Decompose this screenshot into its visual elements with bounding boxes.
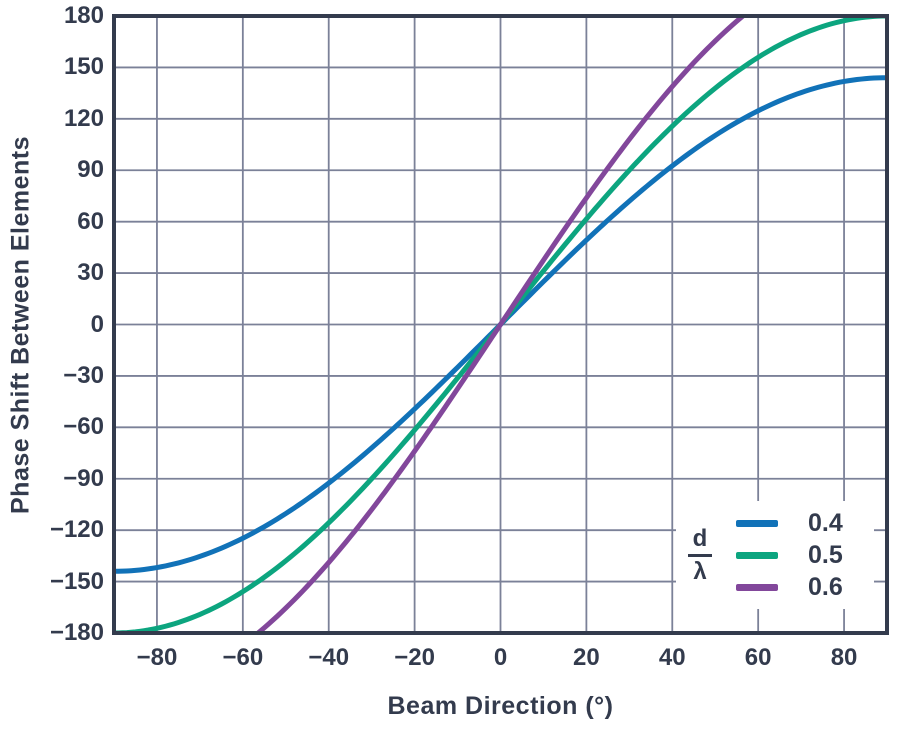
legend-item: 0.5 bbox=[736, 540, 843, 569]
y-tick-label: −180 bbox=[49, 619, 104, 646]
plot-frame bbox=[112, 14, 889, 635]
x-tick-label: −20 bbox=[394, 644, 435, 671]
y-tick-label: 0 bbox=[90, 310, 104, 338]
y-tick-label: −60 bbox=[63, 413, 104, 441]
legend-swatch-0.4 bbox=[736, 519, 778, 527]
plot-area bbox=[112, 14, 889, 635]
x-tick-label: 80 bbox=[830, 644, 858, 671]
legend-label: 0.5 bbox=[808, 540, 843, 569]
y-tick-label: 90 bbox=[77, 156, 104, 184]
legend-swatch-0.5 bbox=[736, 551, 778, 559]
x-tick-label: 20 bbox=[573, 644, 600, 671]
legend-fraction-denominator: λ bbox=[693, 557, 707, 585]
y-tick-label: 120 bbox=[63, 104, 104, 132]
y-tick-label: −90 bbox=[63, 464, 104, 492]
y-tick-label: 180 bbox=[63, 2, 104, 29]
x-tick-label: −80 bbox=[136, 644, 178, 671]
legend-item: 0.4 bbox=[736, 508, 843, 537]
y-tick-label: −150 bbox=[49, 567, 104, 595]
legend-title-fraction: d λ bbox=[688, 525, 712, 585]
legend-item: 0.6 bbox=[736, 572, 843, 601]
gridlines bbox=[114, 16, 887, 633]
x-tick-label: −60 bbox=[222, 644, 264, 671]
series-line-0.6 bbox=[254, 16, 747, 633]
y-tick-label: −120 bbox=[49, 516, 104, 544]
y-tick-label: −30 bbox=[63, 361, 104, 389]
fraction-bar bbox=[688, 553, 712, 557]
legend-label: 0.6 bbox=[808, 572, 843, 601]
y-tick-label: 150 bbox=[63, 53, 104, 81]
legend: d λ 0.4 0.5 0.6 bbox=[676, 501, 874, 609]
x-tick-label: 0 bbox=[493, 644, 508, 671]
legend-fraction-numerator: d bbox=[692, 525, 708, 553]
legend-swatch-0.6 bbox=[736, 583, 778, 591]
x-tick-label: 40 bbox=[658, 644, 686, 671]
x-axis-title: Beam Direction (°) bbox=[387, 692, 614, 720]
legend-entries: 0.4 0.5 0.6 bbox=[736, 508, 843, 601]
y-tick-label: 60 bbox=[77, 207, 104, 235]
y-tick-label: 30 bbox=[77, 259, 104, 287]
legend-label: 0.4 bbox=[808, 508, 843, 537]
x-tick-label: 60 bbox=[744, 644, 772, 671]
x-tick-label: −40 bbox=[308, 644, 350, 671]
